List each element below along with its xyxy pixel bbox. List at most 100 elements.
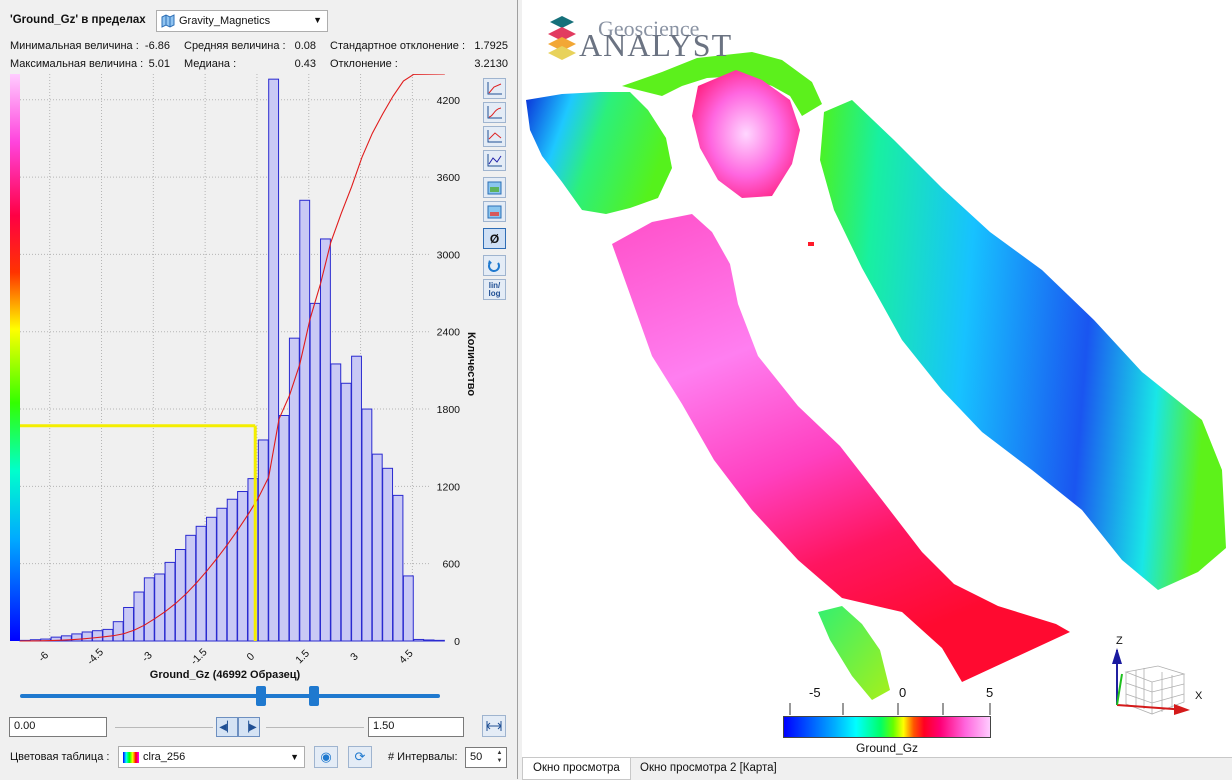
- color-table-dropdown[interactable]: clra_256 ▼: [118, 746, 305, 768]
- cdf-view-icon[interactable]: [483, 102, 506, 123]
- histogram-bar: [71, 633, 83, 642]
- histogram-bar: [288, 337, 300, 642]
- fit-range-icon[interactable]: [482, 715, 506, 737]
- histogram-svg: 0 600 1200 1800 2400 3000 3600 4200 -6 -4.5 -3 -1.5…: [10, 74, 477, 681]
- axis-x-label: X: [1195, 690, 1203, 702]
- histogram-bar: [143, 577, 155, 642]
- intervals-value: 50: [470, 751, 483, 763]
- refresh-icon[interactable]: ⟳: [348, 746, 372, 768]
- x-tick-label: 4.5: [397, 647, 416, 666]
- histogram-bar: [299, 199, 311, 642]
- color-ramp-bar: [10, 74, 20, 641]
- x-tick-label: 0: [245, 650, 258, 663]
- image-export-icon[interactable]: [483, 177, 506, 198]
- map-north-band: [622, 52, 822, 116]
- axis-triad-icon: [1112, 648, 1190, 715]
- histogram-bar: [164, 561, 176, 642]
- range-slider-track: [20, 694, 440, 698]
- panel-title: 'Ground_Gz' в пределах: [10, 14, 146, 26]
- histogram-bar: [413, 638, 425, 642]
- layer-dropdown-label: Gravity_Magnetics: [179, 15, 271, 27]
- stat-min-label: Минимальная величина :: [10, 40, 139, 52]
- histogram-bar: [351, 355, 362, 642]
- histogram-bar: [133, 591, 145, 642]
- viewport-tabs: Окно просмотра Окно просмотра 2 [Карта]: [522, 757, 1232, 780]
- lin-log-toggle-icon[interactable]: lin/log: [483, 279, 506, 300]
- stat-median-label: Медиана :: [184, 58, 237, 70]
- histogram-bar: [195, 525, 207, 642]
- histogram-bar: [268, 78, 280, 642]
- histogram-bar: [309, 302, 321, 642]
- x-tick-label: 3: [348, 650, 361, 663]
- 3d-viewport[interactable]: Geoscience ANALYST -5 0 5 Ground_Gz Z X: [522, 0, 1232, 757]
- histogram-bar: [247, 478, 259, 642]
- layer-dropdown[interactable]: Gravity_Magnetics ▼: [156, 10, 328, 32]
- colorbar-title: Ground_Gz: [856, 741, 919, 755]
- histogram-bar: [102, 628, 114, 642]
- stat-median-value: 0.43: [294, 58, 316, 70]
- histogram-bar: [278, 414, 290, 642]
- intervals-spinbox[interactable]: 50 ▲ ▼: [465, 747, 507, 768]
- stat-mean-value: 0.08: [294, 40, 316, 52]
- colorbar-tick-min: -5: [809, 685, 821, 700]
- histogram-bar: [392, 494, 404, 642]
- range-min-input[interactable]: 0.00: [9, 717, 107, 737]
- stat-min-value: -6.86: [144, 40, 170, 52]
- histogram-bar: [206, 516, 217, 642]
- map-top-pink-anomaly: [692, 70, 800, 198]
- distribution-view-icon[interactable]: [483, 78, 506, 99]
- stat-std-label: Стандартное отклонение :: [330, 40, 466, 52]
- axis-z-label: Z: [1116, 635, 1123, 647]
- step-left-icon[interactable]: ◀▏: [216, 717, 238, 737]
- histogram-bar: [92, 630, 103, 642]
- chevron-down-icon: ▼: [290, 752, 299, 762]
- line-chart-icon[interactable]: [483, 150, 506, 171]
- x-tick-label: -6: [36, 649, 51, 664]
- tab-viewport-2-map[interactable]: Окно просмотра 2 [Карта]: [640, 762, 777, 774]
- histogram-panel: 'Ground_Gz' в пределах Gravity_Magnetics…: [0, 0, 518, 779]
- histogram-bar: [216, 507, 228, 642]
- colorbar: [783, 716, 991, 738]
- histogram-bar: [433, 639, 445, 642]
- x-tick-label: -4.5: [85, 646, 106, 667]
- cumulative-curve: [19, 74, 445, 642]
- range-max-input[interactable]: 1.50: [368, 717, 464, 737]
- histogram-bar: [154, 573, 166, 642]
- geoscience-analyst-logo-icon: [548, 16, 576, 60]
- color-table-swatch: [123, 751, 139, 763]
- map-nw-anomaly: [526, 92, 672, 214]
- logo-subtitle: Geoscience: [598, 16, 700, 41]
- color-table-label: Цветовая таблица :: [10, 751, 110, 763]
- stat-deviation-value: 3.2130: [474, 58, 508, 70]
- colorbar-ticks: [789, 703, 991, 715]
- tab-viewport[interactable]: Окно просмотра: [522, 758, 631, 780]
- histogram-bar: [340, 382, 352, 642]
- stat-deviation-label: Отклонение :: [330, 58, 398, 70]
- spin-arrows-icon[interactable]: ▲ ▼: [496, 750, 503, 764]
- colorbar-tick-mid: 0: [899, 685, 907, 700]
- color-apply-icon[interactable]: ◉: [314, 746, 338, 768]
- histogram-bar: [320, 238, 331, 642]
- chevron-down-icon: ▼: [313, 15, 322, 25]
- log-scale-chart-icon[interactable]: [483, 126, 506, 147]
- y-tick-label: 600: [442, 559, 460, 571]
- image-copy-icon[interactable]: [483, 201, 506, 222]
- colorbar-tick-max: 5: [986, 685, 994, 700]
- histogram-chart[interactable]: 0 600 1200 1800 2400 3000 3600 4200 -6 -4.5 -3 -1.5…: [8, 74, 480, 686]
- range-slider[interactable]: [20, 686, 440, 706]
- null-value-toggle-icon[interactable]: Ø: [483, 228, 506, 249]
- stat-mean-label: Средняя величина :: [184, 40, 286, 52]
- gravity-map[interactable]: [522, 0, 1232, 757]
- map-sw-anomaly: [612, 214, 1070, 682]
- x-tick-label: 1.5: [293, 647, 312, 666]
- stat-std-value: 1.7925: [474, 40, 508, 52]
- reset-icon[interactable]: [483, 255, 506, 276]
- histogram-bar: [50, 636, 62, 642]
- range-slider-min-handle[interactable]: [256, 686, 266, 706]
- y-tick-label: 3000: [437, 249, 461, 261]
- step-right-icon[interactable]: ▕▶: [238, 717, 260, 737]
- y-axis-title: Количество: [465, 332, 477, 396]
- histogram-bar: [112, 621, 124, 642]
- range-slider-max-handle[interactable]: [309, 686, 319, 706]
- histogram-bar: [382, 467, 394, 642]
